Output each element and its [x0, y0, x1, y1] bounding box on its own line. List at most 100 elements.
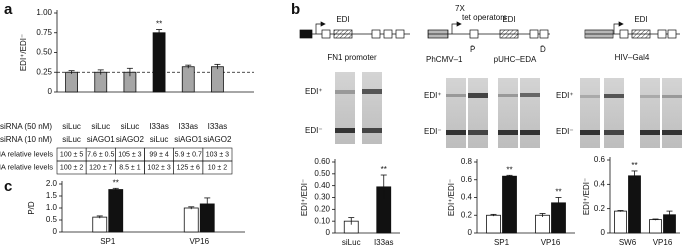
- primer-label: P̄: [470, 45, 475, 54]
- table-cell-text: 102 ± 3: [147, 164, 170, 171]
- gel-label: EDI⁻: [556, 127, 574, 136]
- x-tick-label: siAGO2: [116, 135, 145, 144]
- bar: [649, 219, 662, 234]
- bar: [628, 175, 641, 234]
- y-tick-label: 1.00: [36, 8, 52, 17]
- x-tick-label: VP16: [653, 238, 673, 247]
- table-cell-text: 125 ± 6: [177, 164, 200, 171]
- y-axis-label: EDI⁺/EDI⁻: [300, 179, 309, 216]
- bar: [535, 214, 550, 234]
- y-tick-label: 0.6: [594, 155, 606, 164]
- construct-diagrams: [299, 21, 680, 39]
- exon-label: EDI: [634, 15, 647, 24]
- table-cell: [202, 160, 233, 175]
- x-tick-label: I33as: [374, 238, 394, 247]
- table-row-label: AGO2 mRNA relative levels: [0, 162, 53, 171]
- x-tick-label: I33as: [208, 122, 228, 131]
- operator-label: tet operators: [462, 13, 507, 22]
- y-tick-label: 1.5: [46, 191, 58, 200]
- gel-label: EDI⁻: [305, 126, 323, 135]
- y-tick-label: 0: [468, 228, 473, 237]
- y-tick-label: 1.0: [46, 203, 58, 212]
- x-tick-label: I33as: [149, 122, 169, 131]
- table-cell-text: 100 ± 5: [60, 151, 83, 158]
- y-tick-label: 0.50: [36, 48, 52, 57]
- table-cell-text: 105 ± 3: [118, 151, 141, 158]
- x-tick-label: SP1: [100, 237, 116, 246]
- exon-label: EDI: [336, 15, 349, 24]
- bar: [614, 210, 627, 234]
- exon-label: EDI: [502, 15, 515, 24]
- construct-label: HIV–Gal4: [615, 53, 650, 62]
- table-cell-text: 100 ± 2: [60, 164, 83, 171]
- y-tick-label: 0.4: [461, 193, 473, 202]
- x-tick-label: siAGO2: [203, 135, 232, 144]
- construct-label: pUHC–EDA: [494, 55, 537, 64]
- significance: **: [506, 165, 512, 174]
- bar: [152, 32, 166, 93]
- table-cell-text: 10 ± 2: [208, 164, 228, 171]
- x-tick-label: siLuc: [342, 238, 361, 247]
- bar: [181, 66, 195, 93]
- primer-label: D̄: [540, 45, 546, 54]
- y-tick-label: 0: [326, 228, 331, 237]
- x-tick-label: siAGO1: [87, 135, 116, 144]
- bar: [94, 71, 108, 93]
- table-cell-text: 99 ± 4: [149, 151, 169, 158]
- bar: [486, 214, 501, 234]
- significance: **: [631, 161, 637, 170]
- table-cell-text: 120 ± 7: [89, 164, 112, 171]
- table-row-label: AGO1 mRNA relative levels: [0, 149, 53, 158]
- construct-label: FN1 promoter: [327, 53, 377, 62]
- y-tick-label: 0: [601, 228, 606, 237]
- bar: [183, 207, 199, 233]
- x-tick-label: VP16: [189, 237, 209, 246]
- x-tick-label: siLuc: [121, 122, 140, 131]
- promoter-label: PhCMV–1: [426, 55, 463, 64]
- y-tick-label: 0.30: [314, 193, 330, 202]
- x-tick-label: siLuc: [62, 135, 81, 144]
- significance: **: [156, 20, 162, 29]
- y-axis-label: EDI⁺/EDI⁻: [447, 179, 456, 216]
- table-cell-text: 5.9 ± 0.7: [175, 151, 202, 158]
- bar: [502, 175, 517, 234]
- y-tick-label: 0.75: [36, 28, 52, 37]
- bar: [108, 189, 124, 233]
- y-tick-label: 0.50: [314, 169, 330, 178]
- y-tick-label: 0.2: [461, 210, 473, 219]
- x-tick-label: I33as: [178, 122, 198, 131]
- y-tick-label: 0.10: [314, 216, 330, 225]
- gel-label: EDI⁻: [424, 127, 442, 136]
- significance: **: [381, 165, 387, 174]
- y-axis-label: P/D: [27, 201, 36, 215]
- gel-label: EDI⁺: [556, 91, 574, 100]
- bar: [92, 216, 108, 233]
- gel-label: EDI⁺: [305, 87, 323, 96]
- x-tick-label: siLuc: [62, 122, 81, 131]
- x-tick-label: VP16: [541, 238, 561, 247]
- x-tick-label: siLuc: [91, 122, 110, 131]
- y-tick-label: 0.25: [36, 67, 52, 76]
- y-tick-label: 0: [53, 227, 58, 236]
- repeat-label: 7X: [455, 4, 465, 13]
- panel-letter: a: [4, 1, 13, 18]
- gel-images: [335, 72, 682, 148]
- y-tick-label: 0: [48, 87, 53, 96]
- y-tick-label: 0.6: [461, 175, 473, 184]
- y-tick-label: 0.5: [46, 215, 58, 224]
- x-tick-label: siLuc: [150, 135, 169, 144]
- x-tick-label: siAGO1: [174, 135, 203, 144]
- gel-label: EDI⁺: [424, 91, 442, 100]
- x-tick-label: SW6: [619, 238, 637, 247]
- x-tick-label: SP1: [494, 238, 510, 247]
- y-tick-label: 2.0: [46, 179, 58, 188]
- table-cell-text: 7.6 ± 0.5: [87, 151, 114, 158]
- panel-letter: b: [291, 1, 300, 18]
- y-tick-label: 0.40: [314, 181, 330, 190]
- significance: **: [113, 178, 119, 187]
- y-tick-label: 0.8: [461, 157, 473, 166]
- y-axis-label: EDI⁺/EDI⁻: [19, 34, 28, 71]
- bar: [65, 71, 78, 93]
- y-tick-label: 0.20: [314, 204, 330, 213]
